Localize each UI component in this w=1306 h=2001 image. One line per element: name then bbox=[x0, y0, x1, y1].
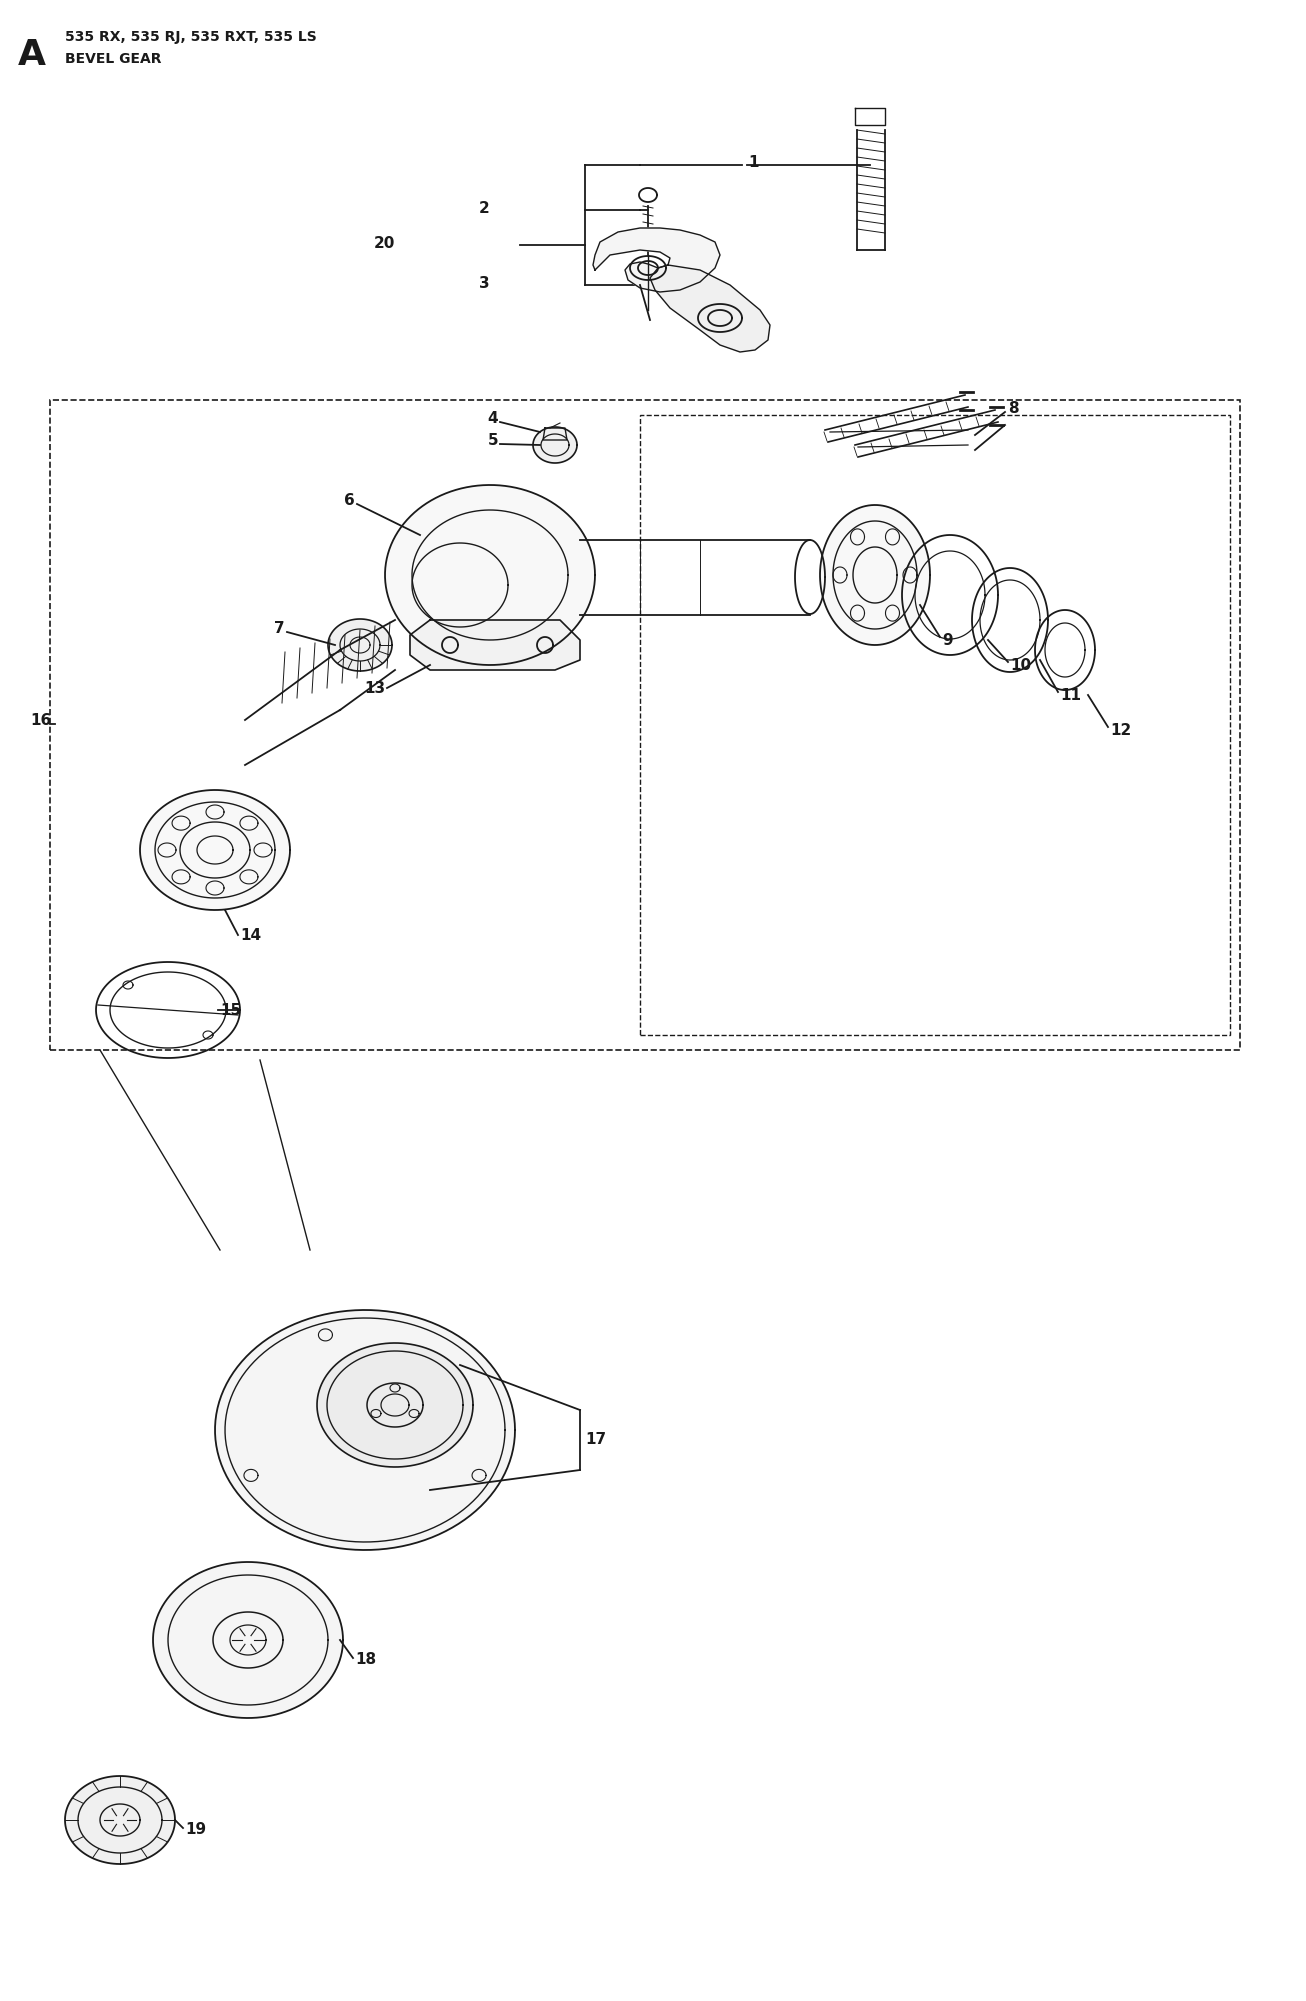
Text: 10: 10 bbox=[1010, 658, 1032, 672]
Text: 16: 16 bbox=[30, 712, 51, 728]
Text: 3: 3 bbox=[479, 276, 490, 290]
Polygon shape bbox=[410, 620, 580, 670]
Text: 5: 5 bbox=[487, 432, 498, 448]
Text: 6: 6 bbox=[345, 492, 355, 508]
Polygon shape bbox=[215, 1311, 515, 1551]
Text: 7: 7 bbox=[274, 620, 285, 636]
Text: 15: 15 bbox=[219, 1003, 242, 1017]
Text: 19: 19 bbox=[185, 1823, 206, 1837]
Text: 2: 2 bbox=[479, 200, 490, 216]
Polygon shape bbox=[317, 1343, 473, 1467]
Text: 535 RX, 535 RJ, 535 RXT, 535 LS: 535 RX, 535 RJ, 535 RXT, 535 LS bbox=[65, 30, 317, 44]
Text: 13: 13 bbox=[364, 680, 385, 696]
Polygon shape bbox=[328, 618, 392, 670]
Polygon shape bbox=[140, 790, 290, 910]
Bar bbox=[640, 414, 1230, 1035]
Text: 8: 8 bbox=[1008, 400, 1019, 416]
Polygon shape bbox=[65, 1777, 175, 1865]
Polygon shape bbox=[533, 426, 577, 462]
Text: 9: 9 bbox=[942, 632, 952, 648]
Text: 12: 12 bbox=[1110, 722, 1131, 738]
Text: 18: 18 bbox=[355, 1653, 376, 1667]
Text: A: A bbox=[18, 38, 46, 72]
Polygon shape bbox=[650, 264, 771, 352]
Polygon shape bbox=[820, 504, 930, 644]
Text: BEVEL GEAR: BEVEL GEAR bbox=[65, 52, 162, 66]
Bar bbox=[50, 400, 1239, 1051]
Text: 20: 20 bbox=[374, 236, 394, 250]
Text: 17: 17 bbox=[585, 1433, 606, 1447]
Polygon shape bbox=[385, 484, 596, 664]
Text: 1: 1 bbox=[748, 154, 759, 170]
Text: 14: 14 bbox=[240, 928, 261, 942]
Polygon shape bbox=[153, 1563, 343, 1719]
Text: 11: 11 bbox=[1060, 688, 1081, 702]
Text: 4: 4 bbox=[487, 410, 498, 426]
Polygon shape bbox=[593, 228, 720, 292]
